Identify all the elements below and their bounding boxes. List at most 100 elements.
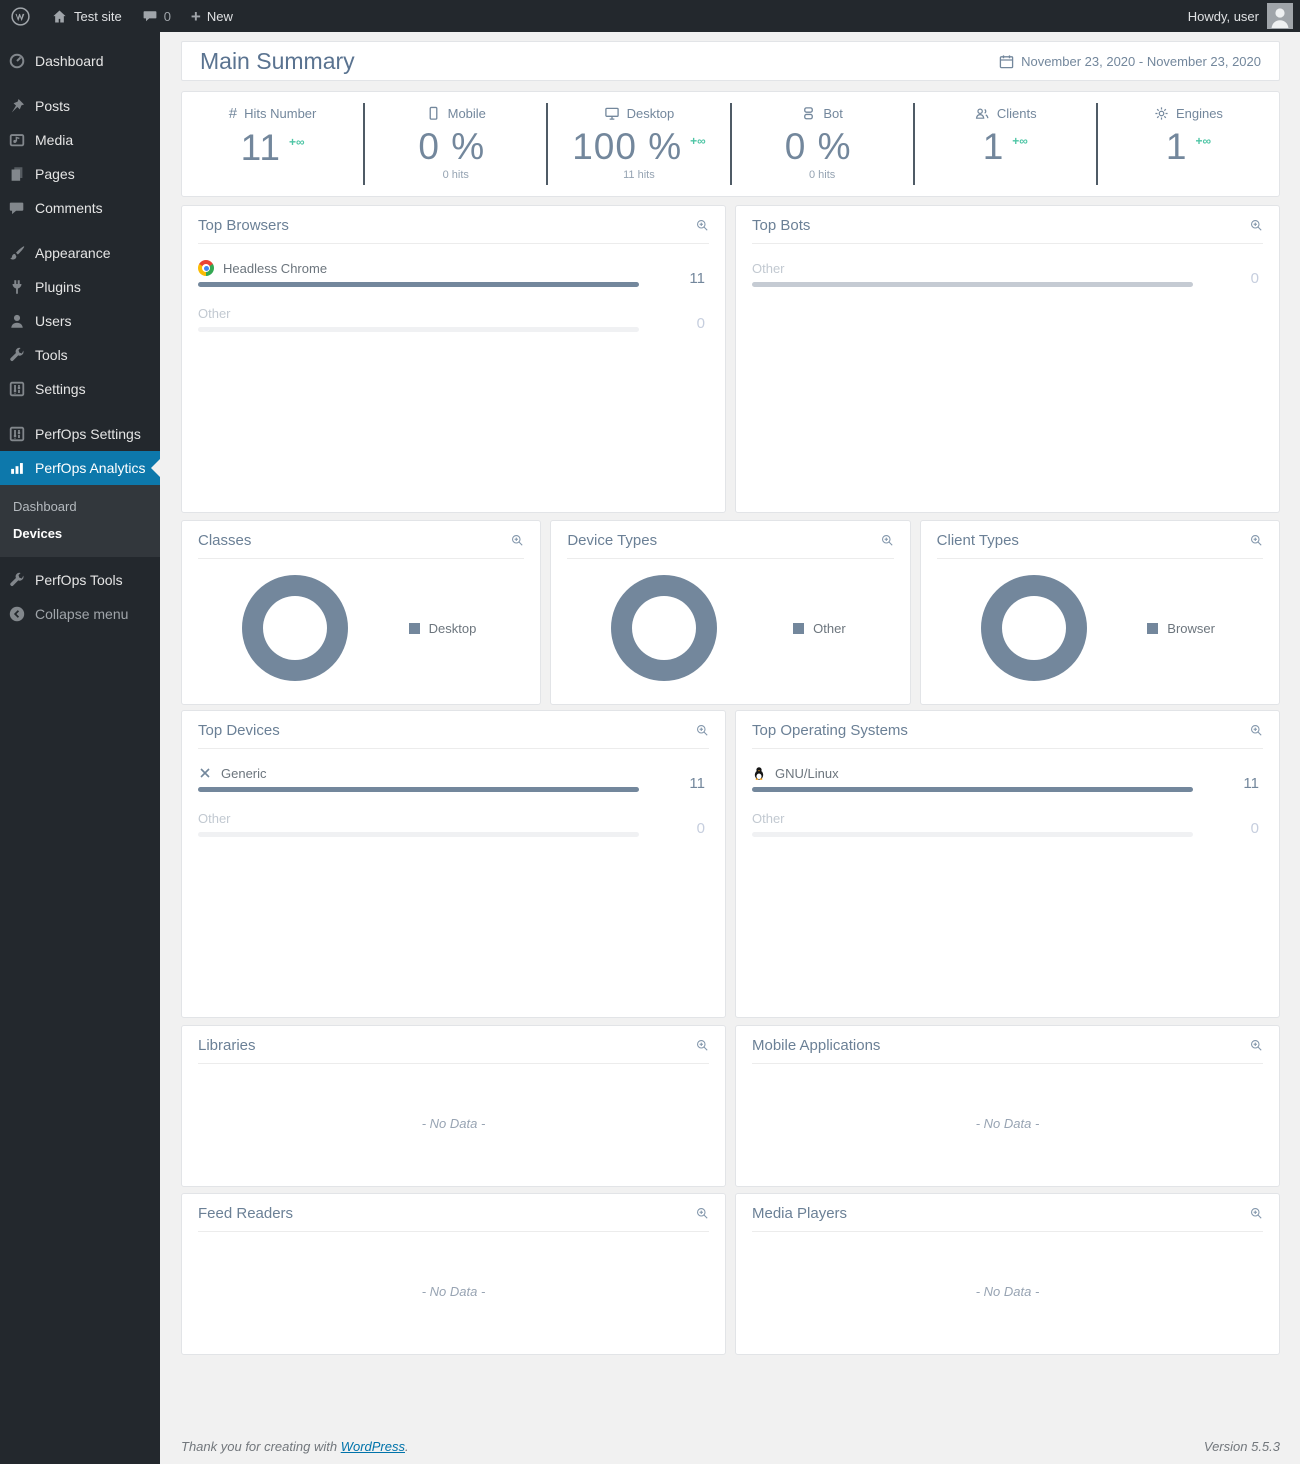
sidebar-item-label: Pages — [35, 166, 75, 182]
panel-top-browsers: Top Browsers Headless Chrome 11 Other 0 — [181, 205, 726, 513]
panel-client-types: Client Types Browser — [919, 520, 1280, 705]
list-item: Other 0 — [752, 810, 1259, 837]
zoom-in-icon[interactable] — [696, 219, 709, 232]
value-bar — [198, 327, 639, 332]
main-content: Main Summary November 23, 2020 - Novembe… — [160, 32, 1300, 1464]
row-value: 0 — [696, 315, 705, 332]
value-bar — [198, 787, 639, 792]
clients-icon — [975, 107, 989, 119]
row-value: 11 — [689, 270, 705, 287]
kpi-sub — [1098, 169, 1279, 183]
client-types-donut-chart — [980, 575, 1087, 681]
sliders-icon — [7, 379, 27, 399]
panel-libraries: Libraries - No Data - — [181, 1025, 726, 1187]
zoom-in-icon[interactable] — [1250, 724, 1263, 737]
wrench-icon — [7, 345, 27, 365]
kpi-value: 11 +∞ — [240, 126, 305, 168]
sidebar-item-perfops-settings[interactable]: PerfOps Settings — [0, 417, 160, 451]
comments-icon — [7, 198, 27, 218]
panel-title: Libraries — [198, 1037, 256, 1054]
site-name: Test site — [74, 8, 122, 24]
comment-bubble-icon — [143, 11, 157, 22]
sidebar-item-label: Tools — [35, 347, 68, 363]
kpi-value: 1 +∞ — [1165, 125, 1212, 167]
list-item: Generic 11 — [198, 764, 709, 792]
kpi-sub: 0 hits — [808, 168, 836, 181]
gear-icon — [1155, 106, 1168, 120]
panel-top-operating-systems: Top Operating Systems GNU/Linux 11 Other — [735, 710, 1280, 1018]
site-link[interactable]: Test site — [41, 0, 132, 32]
sidebar-item-settings[interactable]: Settings — [0, 372, 160, 406]
zoom-in-icon[interactable] — [881, 534, 894, 547]
kpi-label: Engines — [1175, 105, 1223, 121]
zoom-in-icon[interactable] — [511, 534, 524, 547]
comments-count: 0 — [163, 8, 171, 24]
panel-device-types: Device Types Other — [550, 520, 911, 705]
sidebar-item-comments[interactable]: Comments — [0, 191, 160, 225]
tux-linux-icon — [754, 767, 764, 780]
pushpin-icon — [7, 96, 27, 116]
avatar — [1267, 3, 1293, 29]
row-value: 0 — [696, 820, 705, 837]
submenu-item-devices[interactable]: Devices — [13, 526, 63, 541]
sidebar-item-media[interactable]: Media — [0, 123, 160, 157]
brush-icon — [7, 243, 27, 263]
zoom-in-icon[interactable] — [1250, 534, 1263, 547]
sidebar-item-plugins[interactable]: Plugins — [0, 270, 160, 304]
wrench-icon — [7, 570, 27, 590]
zoom-in-icon[interactable] — [696, 724, 709, 737]
calendar-icon — [999, 54, 1014, 68]
active-item-notch — [151, 459, 160, 477]
kpi-value: 0 % — [784, 125, 852, 167]
kpi-label: Bot — [823, 105, 843, 121]
sidebar-item-perfops-analytics[interactable]: PerfOps Analytics — [0, 451, 160, 485]
sidebar-item-perfops-tools[interactable]: PerfOps Tools — [0, 563, 160, 597]
chrome-icon — [198, 260, 214, 276]
wordpress-link[interactable]: WordPress — [340, 1439, 405, 1454]
zoom-in-icon[interactable] — [696, 1039, 709, 1052]
zoom-in-icon[interactable] — [1250, 219, 1263, 232]
sliders-icon — [7, 424, 27, 444]
list-item: Headless Chrome 11 — [198, 259, 709, 287]
list-item: Other 0 — [198, 810, 705, 837]
sidebar-item-collapse-menu[interactable]: Collapse menu — [0, 597, 160, 631]
sidebar-item-label: Appearance — [35, 245, 111, 261]
panel-title: Classes — [198, 532, 252, 549]
hash-icon: # — [228, 104, 238, 122]
wordpress-logo-icon — [11, 6, 30, 26]
submenu-item-dashboard[interactable]: Dashboard — [13, 499, 77, 514]
panel-title: Top Operating Systems — [752, 722, 908, 739]
account-menu[interactable]: Howdy, user — [1188, 3, 1300, 29]
sidebar-item-posts[interactable]: Posts — [0, 89, 160, 123]
new-link[interactable]: + New — [181, 0, 243, 32]
kpi-clients: Clients 1 +∞ — [915, 106, 1096, 183]
wordpress-logo[interactable] — [0, 0, 41, 32]
kpi-sub — [915, 169, 1096, 183]
value-bar — [752, 282, 1193, 287]
kpi-separator — [912, 103, 915, 185]
row-value: 0 — [1250, 820, 1259, 837]
sidebar-item-users[interactable]: Users — [0, 304, 160, 338]
sidebar-item-dashboard[interactable]: Dashboard — [0, 44, 160, 78]
sidebar-item-label: PerfOps Settings — [35, 426, 141, 442]
admin-bar-left: Test site 0 + New — [0, 0, 243, 32]
sidebar-item-label: Settings — [35, 381, 86, 397]
plus-icon: + — [190, 6, 201, 26]
collapse-arrow-icon — [7, 604, 27, 624]
sidebar-item-label: Comments — [35, 200, 103, 216]
zoom-in-icon[interactable] — [1250, 1039, 1263, 1052]
comments-link[interactable]: 0 — [132, 0, 181, 32]
sidebar-item-tools[interactable]: Tools — [0, 338, 160, 372]
date-range-picker[interactable]: November 23, 2020 - November 23, 2020 — [999, 54, 1261, 69]
zoom-in-icon[interactable] — [696, 1207, 709, 1220]
zoom-in-icon[interactable] — [1250, 1207, 1263, 1220]
sidebar-item-appearance[interactable]: Appearance — [0, 236, 160, 270]
no-data-text: - No Data - — [421, 1284, 486, 1299]
kpi-label: Hits Number — [244, 105, 317, 121]
sidebar-item-pages[interactable]: Pages — [0, 157, 160, 191]
kpi-value: 100 % +∞ — [572, 125, 706, 167]
row-value: 11 — [689, 775, 705, 792]
mobile-icon — [429, 106, 438, 120]
value-bar — [198, 282, 639, 287]
kpi-separator — [729, 103, 732, 185]
